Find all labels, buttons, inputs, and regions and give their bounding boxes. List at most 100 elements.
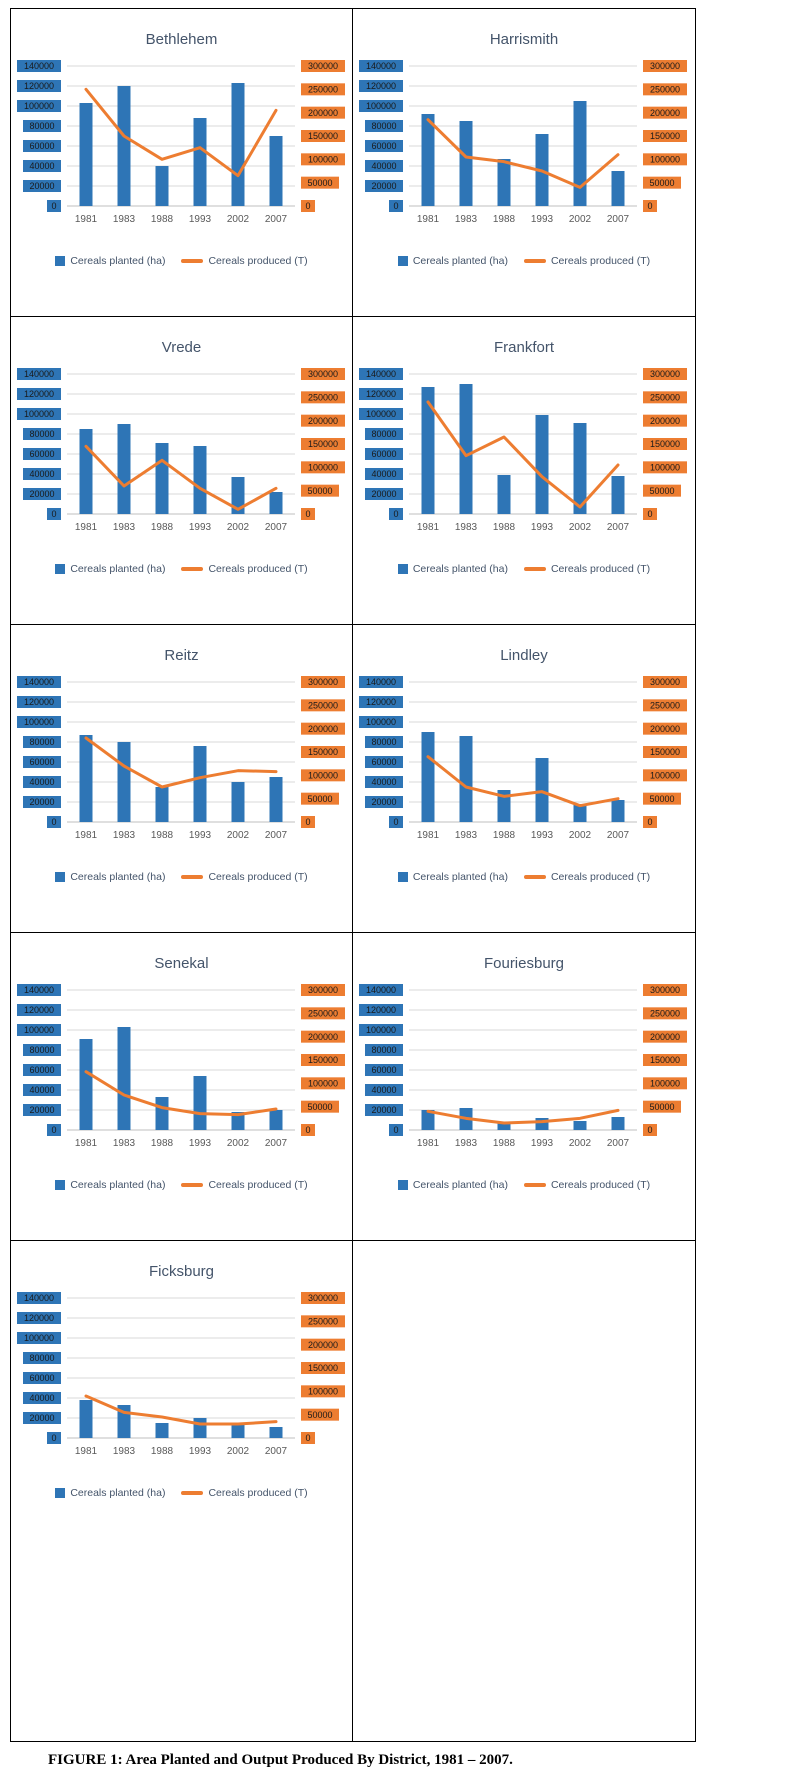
svg-text:250000: 250000 bbox=[650, 393, 680, 403]
legend-label-planted: Cereals planted (ha) bbox=[412, 255, 508, 267]
x-axis-labels: 1981 1983 1988 1993 2002 2007 bbox=[74, 830, 287, 841]
svg-text:80000: 80000 bbox=[371, 121, 396, 131]
line-produced bbox=[84, 444, 277, 511]
gridlines bbox=[66, 989, 295, 1131]
chart-plot: 0 20000 40000 60000 80000 100000 120000 140000 0… bbox=[15, 982, 349, 1167]
svg-text:1988: 1988 bbox=[150, 1446, 173, 1457]
svg-text:200000: 200000 bbox=[650, 724, 680, 734]
svg-text:20000: 20000 bbox=[29, 797, 54, 807]
legend-label-planted: Cereals planted (ha) bbox=[70, 871, 166, 883]
legend-item-produced: Cereals produced (T) bbox=[523, 563, 650, 575]
svg-text:250000: 250000 bbox=[650, 701, 680, 711]
svg-text:20000: 20000 bbox=[29, 181, 54, 191]
gridlines bbox=[409, 989, 637, 1131]
svg-text:1983: 1983 bbox=[455, 214, 478, 225]
figure-page: Bethlehem 0 20000 40000 60000 80000 100000 120… bbox=[0, 8, 792, 1782]
svg-text:1988: 1988 bbox=[493, 1138, 516, 1149]
x-axis-labels: 1981 1983 1988 1993 2002 2007 bbox=[417, 522, 630, 533]
left-axis-labels: 0 20000 40000 60000 80000 100000 120000 140000 bbox=[16, 368, 61, 520]
svg-text:150000: 150000 bbox=[650, 1055, 680, 1065]
bars-planted bbox=[79, 83, 282, 206]
svg-text:2002: 2002 bbox=[569, 830, 592, 841]
svg-text:2002: 2002 bbox=[226, 214, 249, 225]
bar-swatch-icon bbox=[397, 872, 408, 882]
chart-legend: Cereals planted (ha) Cereals produced (T… bbox=[353, 255, 695, 267]
line-produced bbox=[84, 87, 277, 178]
svg-text:80000: 80000 bbox=[371, 1045, 396, 1055]
left-axis-labels: 0 20000 40000 60000 80000 100000 120000 140000 bbox=[359, 676, 403, 828]
svg-text:200000: 200000 bbox=[307, 724, 337, 734]
line-swatch-icon bbox=[523, 1183, 546, 1187]
chart-title: Frankfort bbox=[493, 339, 554, 356]
line-produced bbox=[426, 118, 620, 189]
svg-text:120000: 120000 bbox=[23, 697, 53, 707]
svg-text:2007: 2007 bbox=[264, 522, 287, 533]
legend-label-produced: Cereals produced (T) bbox=[550, 255, 651, 267]
svg-text:60000: 60000 bbox=[29, 1373, 54, 1383]
chart-legend: Cereals planted (ha) Cereals produced (T… bbox=[11, 1487, 352, 1499]
svg-text:140000: 140000 bbox=[366, 369, 396, 379]
svg-text:2002: 2002 bbox=[226, 830, 249, 841]
chart-cell-harrismith: Harrismith 0 20000 40000 60000 80000 100000 12… bbox=[353, 9, 695, 317]
chart-title: Lindley bbox=[500, 647, 548, 664]
left-axis-labels: 0 20000 40000 60000 80000 100000 120000 140000 bbox=[16, 60, 61, 212]
chart-cell-fouriesburg: Fouriesburg 0 20000 40000 60000 80000 100000 1… bbox=[353, 933, 695, 1241]
svg-text:1983: 1983 bbox=[112, 830, 135, 841]
svg-text:250000: 250000 bbox=[307, 701, 337, 711]
svg-text:100000: 100000 bbox=[366, 717, 396, 727]
svg-text:20000: 20000 bbox=[29, 1105, 54, 1115]
svg-text:2002: 2002 bbox=[226, 1446, 249, 1457]
svg-text:100000: 100000 bbox=[307, 1079, 337, 1089]
svg-text:0: 0 bbox=[305, 817, 310, 827]
svg-text:80000: 80000 bbox=[371, 737, 396, 747]
svg-text:0: 0 bbox=[647, 1125, 652, 1135]
legend-item-produced: Cereals produced (T) bbox=[181, 1487, 308, 1499]
svg-text:1981: 1981 bbox=[74, 1138, 97, 1149]
legend-label-planted: Cereals planted (ha) bbox=[70, 255, 166, 267]
svg-text:100000: 100000 bbox=[366, 409, 396, 419]
bars-planted bbox=[421, 1108, 625, 1130]
line-produced bbox=[84, 736, 277, 789]
chart-cell-senekal: Senekal 0 20000 40000 60000 80000 100000 12000… bbox=[11, 933, 353, 1241]
svg-text:140000: 140000 bbox=[366, 985, 396, 995]
bar-swatch-icon bbox=[397, 564, 408, 574]
svg-text:80000: 80000 bbox=[29, 121, 54, 131]
svg-text:300000: 300000 bbox=[650, 61, 680, 71]
svg-text:2002: 2002 bbox=[569, 1138, 592, 1149]
svg-text:50000: 50000 bbox=[307, 794, 332, 804]
bars-planted bbox=[421, 384, 625, 514]
svg-text:50000: 50000 bbox=[307, 486, 332, 496]
svg-text:120000: 120000 bbox=[23, 81, 53, 91]
svg-text:250000: 250000 bbox=[307, 1009, 337, 1019]
legend-item-planted: Cereals planted (ha) bbox=[397, 255, 508, 267]
chart-svg: 0200004000060000800001000001200001400000… bbox=[359, 676, 687, 841]
svg-text:20000: 20000 bbox=[29, 1413, 54, 1423]
legend-item-produced: Cereals produced (T) bbox=[181, 1179, 308, 1191]
svg-text:1983: 1983 bbox=[112, 1446, 135, 1457]
svg-text:50000: 50000 bbox=[649, 486, 674, 496]
svg-text:100000: 100000 bbox=[366, 101, 396, 111]
svg-text:200000: 200000 bbox=[307, 108, 337, 118]
svg-text:2007: 2007 bbox=[264, 830, 287, 841]
svg-text:250000: 250000 bbox=[307, 1317, 337, 1327]
svg-text:150000: 150000 bbox=[307, 439, 337, 449]
svg-text:1981: 1981 bbox=[417, 214, 440, 225]
legend-item-planted: Cereals planted (ha) bbox=[55, 1487, 165, 1499]
chart-plot: 0 20000 40000 60000 80000 100000 120000 140000 0… bbox=[15, 1290, 349, 1475]
svg-text:1988: 1988 bbox=[150, 522, 173, 533]
svg-text:40000: 40000 bbox=[29, 1393, 54, 1403]
svg-text:0: 0 bbox=[51, 1433, 56, 1443]
svg-text:150000: 150000 bbox=[307, 747, 337, 757]
left-axis-labels: 0 20000 40000 60000 80000 100000 120000 140000 bbox=[16, 1292, 61, 1444]
svg-text:2007: 2007 bbox=[607, 830, 630, 841]
svg-text:100000: 100000 bbox=[307, 155, 337, 165]
svg-text:2002: 2002 bbox=[569, 522, 592, 533]
legend-item-planted: Cereals planted (ha) bbox=[55, 255, 165, 267]
svg-text:100000: 100000 bbox=[307, 771, 337, 781]
svg-text:120000: 120000 bbox=[366, 389, 396, 399]
svg-text:120000: 120000 bbox=[23, 1005, 53, 1015]
legend-label-produced: Cereals produced (T) bbox=[208, 255, 308, 267]
legend-label-produced: Cereals produced (T) bbox=[208, 871, 308, 883]
svg-text:120000: 120000 bbox=[23, 1313, 53, 1323]
svg-text:40000: 40000 bbox=[29, 469, 54, 479]
